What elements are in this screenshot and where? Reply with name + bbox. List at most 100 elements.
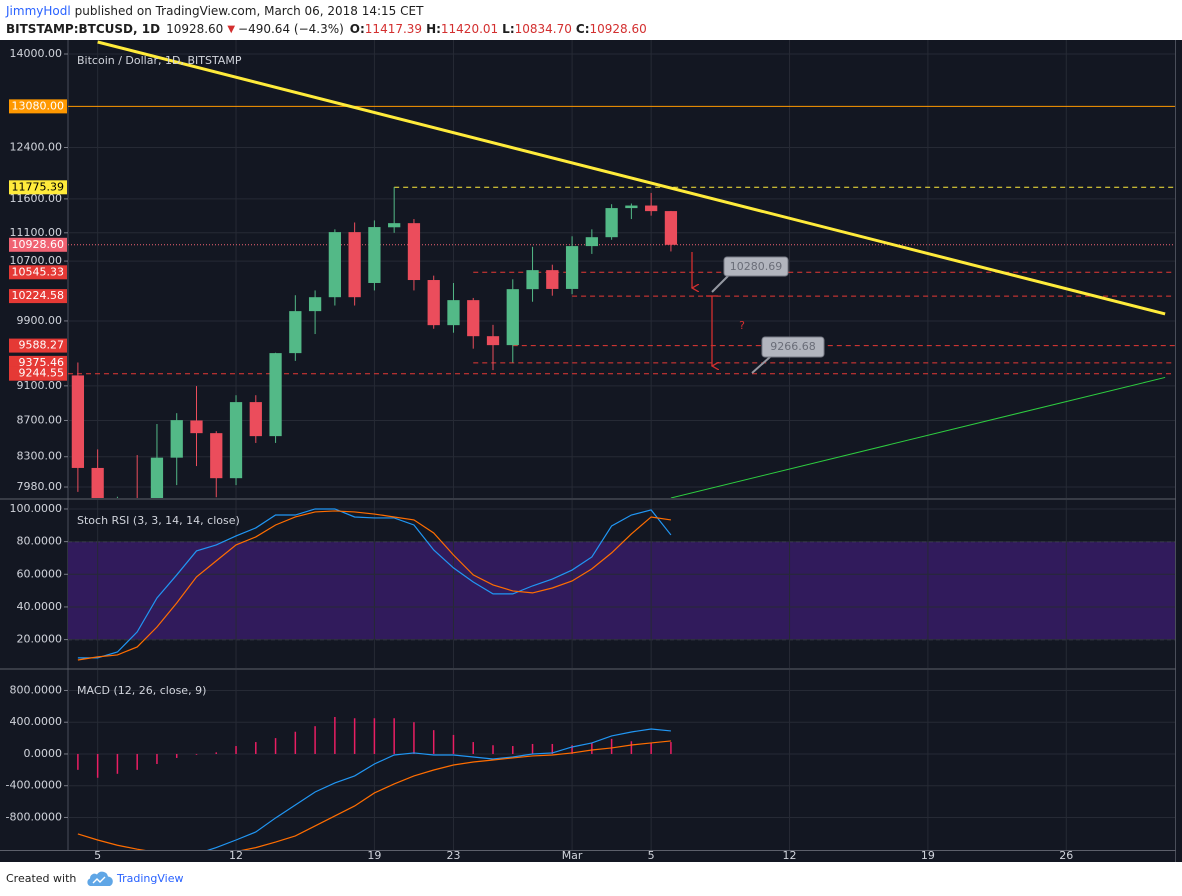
histogram-bar (215, 752, 218, 754)
y-tick-label: 14000.00 (10, 47, 63, 60)
histogram-bar (136, 753, 138, 770)
callout-pointer (711, 275, 729, 293)
y-tick-label: 11600.00 (10, 192, 63, 205)
callout-text: 9266.68 (770, 340, 816, 353)
ohlc-key: C: (576, 22, 590, 36)
candle-body (506, 289, 519, 346)
histogram-bar (472, 742, 474, 754)
footer-logo-mark (92, 876, 106, 884)
series-line (206, 728, 671, 850)
ohlc-value: 11417.39 (365, 22, 422, 36)
histogram-bar (334, 716, 336, 754)
level-label: 9588.27 (19, 339, 65, 352)
candle-body (210, 433, 223, 479)
pane (68, 500, 1175, 668)
callout-box (761, 336, 825, 358)
x-tick-label: 5 (94, 849, 101, 862)
candle-body (308, 297, 322, 312)
y-tick-label: 7980.00 (17, 480, 63, 493)
ohlc-value: 10834.70 (515, 22, 572, 36)
level-label: 9244.55 (19, 367, 65, 380)
candle-body (427, 280, 440, 326)
footer-created: Created with (6, 872, 76, 885)
level-badge (9, 366, 67, 381)
question-mark: ? (739, 319, 745, 332)
histogram-bar (630, 741, 633, 754)
histogram-bar (393, 718, 395, 754)
pane-title: Bitcoin / Dollar, 1D, BITSTAMP (77, 54, 242, 67)
level-badge (9, 355, 67, 370)
trend-line (670, 376, 1166, 498)
level-badge (9, 265, 67, 280)
candle-body (565, 246, 579, 289)
histogram-bar (195, 753, 198, 755)
series-line (77, 508, 672, 659)
histogram-bar (255, 742, 257, 754)
candle-body (170, 420, 183, 458)
candle-body (664, 211, 678, 245)
header-bg (0, 0, 1182, 40)
histogram-bar (432, 730, 435, 754)
callout-box (723, 256, 789, 277)
published: published on TradingView.com, March 06, … (75, 4, 424, 18)
histogram-bar (650, 742, 652, 754)
histogram-bar (610, 738, 613, 754)
histogram-bar (274, 738, 277, 754)
change-arrow: ▼ (227, 24, 235, 35)
x-tick-label: 19 (367, 849, 381, 862)
x-tick-label: 26 (1059, 849, 1073, 862)
y-tick-label: 100.0000 (10, 502, 63, 515)
y-tick-label: 9900.00 (17, 314, 63, 327)
header-line: JimmyHodl published on TradingView.com, M… (5, 4, 424, 18)
y-tick-label: 9100.00 (17, 379, 63, 392)
pane (68, 670, 1175, 850)
header-line: BITSTAMP:BTCUSD, 1D 10928.60 ▼ −490.64 (−4.… (6, 22, 647, 36)
candle-body (269, 353, 282, 437)
symbol: BITSTAMP:BTCUSD, 1D (6, 22, 160, 36)
y-tick-label: 10700.00 (10, 254, 63, 267)
pane (68, 40, 1175, 498)
candle-body (407, 223, 421, 281)
footer-bg (0, 862, 1182, 896)
author: JimmyHodl (5, 4, 71, 18)
footer-brand: TradingView (116, 872, 183, 885)
histogram-bar (670, 742, 672, 754)
last-price: 10928.60 (166, 22, 223, 36)
level-label: 13080.00 (12, 99, 65, 112)
histogram-bar (156, 753, 158, 764)
x-tick-label: 19 (921, 849, 935, 862)
ohlc-key: L: (502, 22, 514, 36)
candle-body (289, 311, 302, 354)
histogram-bar (452, 734, 455, 754)
ohlc-value: 11420.01 (441, 22, 498, 36)
annotations: 10280.69 9266.68 ? (692, 252, 825, 374)
level-label: 11775.39 (12, 180, 65, 193)
histogram-bar (353, 718, 356, 754)
candle-body (91, 467, 104, 498)
y-tick-label: 8300.00 (17, 450, 63, 463)
histogram-bar (235, 746, 237, 754)
x-tick-label: 5 (648, 849, 655, 862)
y-tick-label: 800.0000 (10, 683, 63, 696)
y-tick-label: 20.0000 (17, 633, 63, 646)
x-tick-label: 23 (446, 849, 460, 862)
level-label: 10545.33 (12, 265, 65, 278)
y-axis: 800.0000 400.0000 0.0000 -400.0000 -800.0000 (6, 683, 68, 823)
candle-body (605, 208, 618, 238)
histogram-bar (175, 753, 178, 758)
candle-body (625, 205, 638, 209)
y-tick-label: 40.0000 (17, 600, 63, 613)
level-label: 10928.60 (12, 238, 65, 251)
ohlc-key: H: (426, 22, 441, 36)
candle-body (249, 402, 262, 437)
candle-body (526, 270, 539, 290)
y-axis: 100.0000 80.0000 60.0000 40.0000 20.0000 (10, 502, 68, 646)
candle-body (150, 457, 164, 498)
y-tick-label: 11100.00 (10, 226, 63, 239)
candle-body (328, 232, 341, 298)
level-badge (9, 180, 67, 195)
histogram-bar (551, 743, 554, 754)
x-tick-label: 12 (229, 849, 243, 862)
chart-bg (0, 40, 1182, 862)
